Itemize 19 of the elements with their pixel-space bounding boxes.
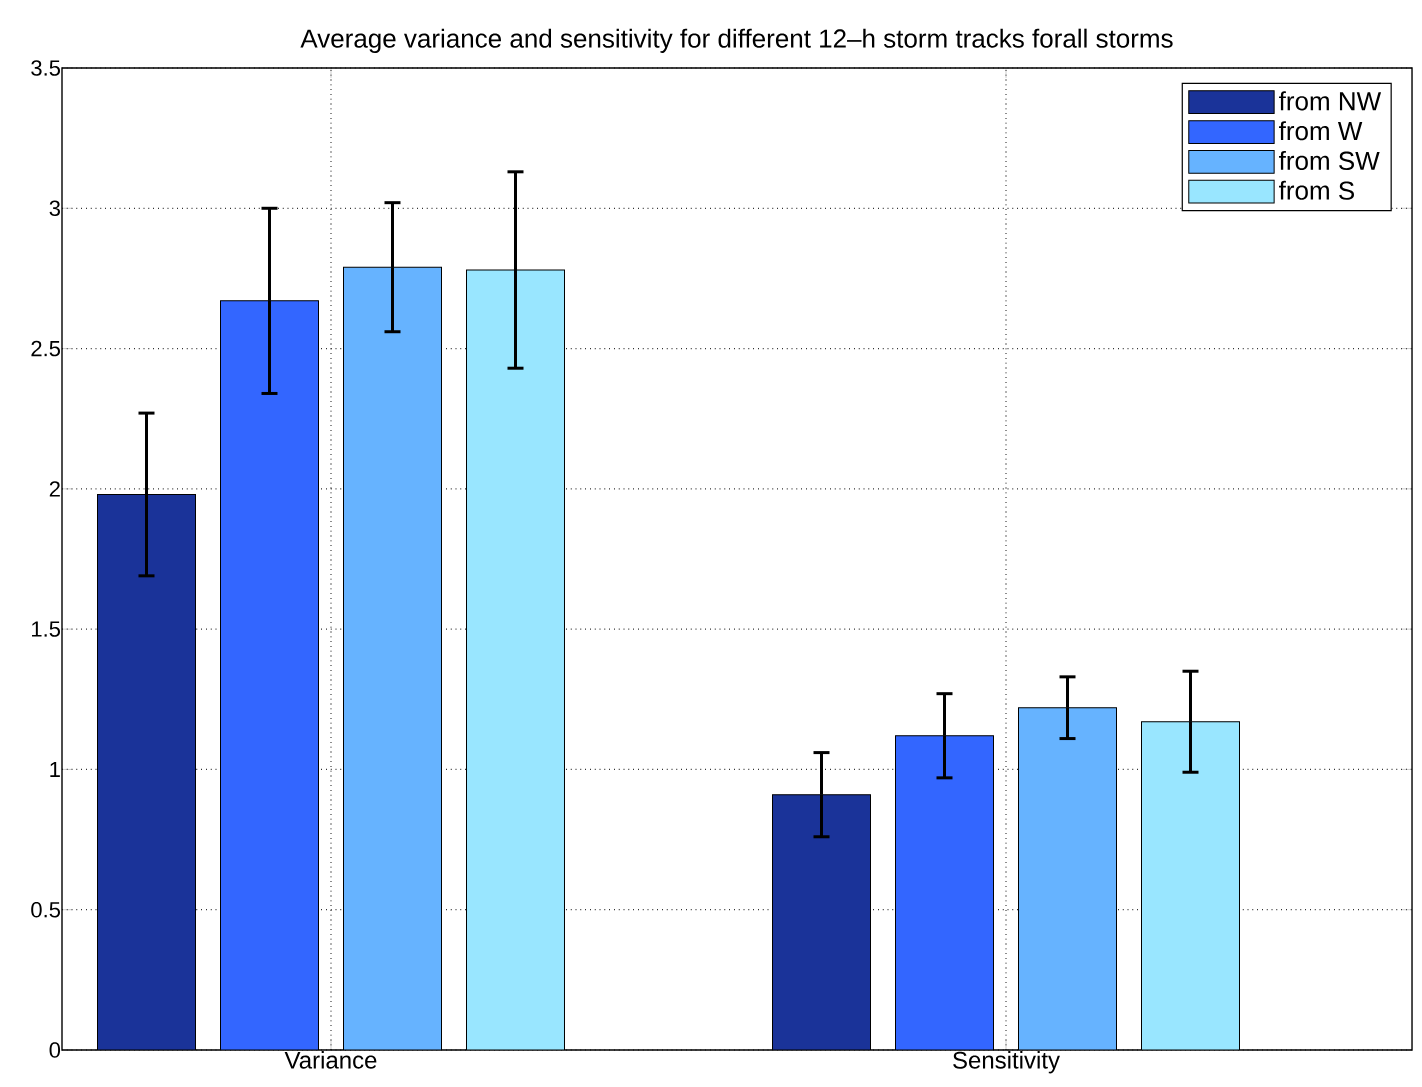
bar bbox=[343, 266, 442, 1050]
bar bbox=[1018, 707, 1117, 1050]
y-tick-label: 3 bbox=[49, 200, 60, 217]
x-tick-label: Variance bbox=[284, 1051, 377, 1069]
bar bbox=[895, 735, 994, 1050]
legend-label: from NW bbox=[1279, 91, 1382, 111]
y-tick-label: 0 bbox=[49, 1042, 61, 1058]
legend-label: from SW bbox=[1279, 150, 1380, 171]
y-tick-label: 2.5 bbox=[31, 340, 60, 357]
y-tick-label: 3.5 bbox=[31, 60, 60, 76]
y-tick-label: 1 bbox=[50, 761, 60, 777]
y-tick-label: 0.5 bbox=[31, 901, 60, 918]
chart-title: Average variance and sensitivity for different 12–h storm tracks forall storms bbox=[300, 28, 1173, 53]
y-tick-label: 2 bbox=[49, 481, 60, 497]
bar bbox=[219, 300, 319, 1050]
y-tick-label: 1.5 bbox=[32, 621, 60, 637]
x-tick-label: Sensitivity bbox=[953, 1051, 1060, 1074]
legend-label: from S bbox=[1279, 180, 1354, 200]
legend-label: from W bbox=[1279, 121, 1363, 141]
